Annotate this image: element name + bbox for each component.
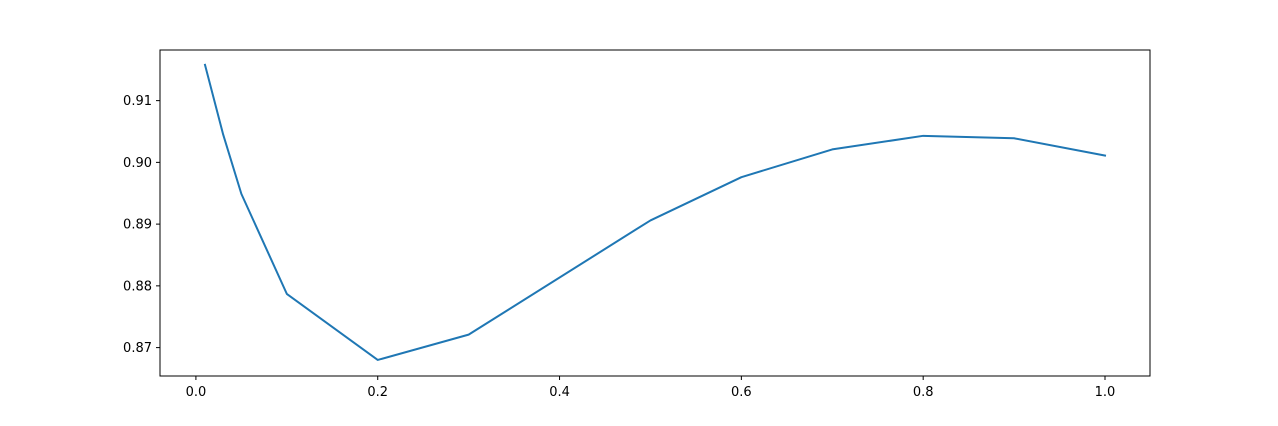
y-tick-label: 0.87 — [123, 341, 152, 356]
y-tick-label: 0.89 — [123, 218, 152, 233]
plot-area — [203, 63, 1107, 361]
x-tick-label: 0.0 — [186, 385, 207, 400]
y-tick-label: 0.88 — [123, 279, 152, 294]
plot-frame — [159, 49, 1151, 377]
x-tick-label: 0.2 — [367, 385, 388, 400]
x-tick-label: 0.8 — [913, 385, 934, 400]
x-tick-label: 0.4 — [549, 385, 570, 400]
axes: 0.0 0.2 0.4 0.6 0.8 1.0 0.87 0.88 0.89 0.90 0.91 — [123, 49, 1151, 400]
y-tick-label: 0.90 — [123, 156, 152, 171]
x-tick-label: 0.6 — [731, 385, 752, 400]
series-line-0 — [203, 63, 1107, 361]
y-tick-label: 0.91 — [123, 94, 152, 109]
x-tick-label: 1.0 — [1095, 385, 1116, 400]
